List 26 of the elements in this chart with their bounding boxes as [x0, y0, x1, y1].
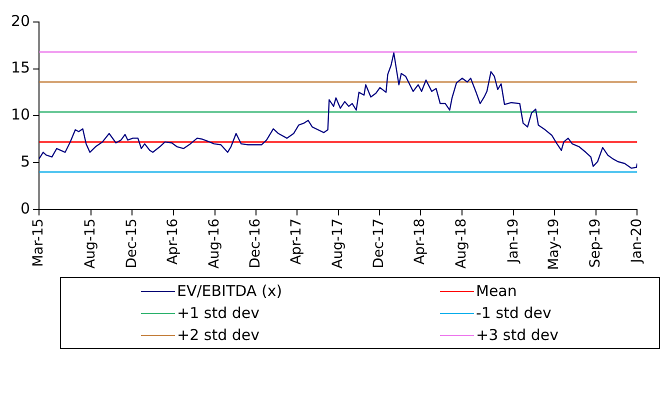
y-tick-label: 15	[10, 58, 30, 77]
x-tick-label: Apr-18	[412, 218, 428, 265]
y-tick-label: 10	[10, 106, 30, 124]
x-tick-label: Aug-18	[454, 218, 470, 269]
y-tick-label: 0	[20, 199, 30, 218]
x-tick-label: Apr-16	[165, 218, 182, 265]
legend-label: +3 std dev	[476, 326, 558, 344]
x-tick-label: Dec-15	[124, 218, 140, 268]
x-tick-label: Jan-20	[628, 218, 645, 264]
x-tick-label: Mar-15	[30, 218, 47, 267]
x-tick-label: Aug-16	[206, 218, 222, 269]
x-tick-label: Aug-17	[330, 218, 346, 269]
x-tick-label: Dec-17	[371, 218, 388, 268]
legend-label: +2 std dev	[177, 326, 260, 344]
x-tick-label: Jan-19	[505, 218, 522, 264]
x-tick-label: Apr-17	[288, 218, 305, 265]
legend-label: +1 std dev	[177, 304, 260, 322]
legend-label: Mean	[476, 282, 517, 300]
legend-label: -1 std dev	[476, 304, 552, 322]
x-tick-label: Dec-16	[248, 218, 264, 268]
x-tick-label: May-19	[546, 218, 562, 270]
legend-label: EV/EBITDA (x)	[177, 282, 282, 300]
x-tick-label: Sep-19	[588, 218, 604, 268]
x-tick-label: Aug-15	[82, 218, 99, 269]
y-tick-label: 5	[20, 152, 30, 170]
y-tick-label: 20	[10, 12, 30, 30]
